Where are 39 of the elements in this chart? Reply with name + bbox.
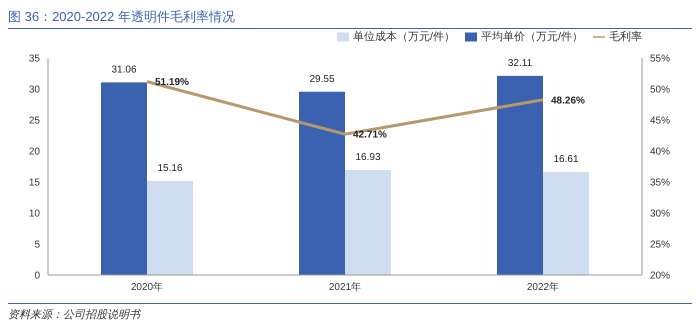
y-tick-label: 20 (28, 146, 40, 158)
bar (147, 181, 193, 275)
y2-tick-label: 50% (650, 84, 670, 96)
bar (101, 82, 147, 275)
data-label: 42.71% (353, 130, 388, 141)
y2-tick-label: 35% (650, 178, 670, 189)
y-tick-label: 35 (28, 54, 40, 65)
data-label: 31.06 (111, 64, 137, 76)
legend-label: 平均单价（万元/件） (480, 31, 583, 43)
y-tick-label: 15 (28, 178, 40, 189)
y-tick-label: 25 (28, 116, 40, 127)
bar (345, 170, 391, 275)
data-label: 16.61 (553, 154, 579, 166)
y-tick-label: 30 (28, 84, 40, 96)
bar (543, 172, 589, 275)
x-tick-label: 2021年 (328, 281, 362, 294)
y2-tick-label: 55% (650, 54, 670, 65)
y2-tick-label: 30% (650, 208, 670, 220)
y-tick-label: 5 (34, 240, 40, 251)
y2-tick-label: 45% (650, 116, 670, 127)
legend-label: 毛利率 (609, 31, 642, 43)
text: 资料来源：公司招股说明书 (8, 303, 692, 322)
x-tick-label: 2020年 (130, 281, 164, 294)
y-tick-label: 10 (28, 208, 40, 220)
x-tick-label: 2022年 (526, 281, 560, 294)
data-label: 48.26% (551, 95, 586, 106)
y2-tick-label: 40% (650, 146, 670, 158)
legend-label: 单位成本（万元/件） (352, 31, 455, 43)
bar (299, 92, 345, 275)
data-label: 16.93 (355, 152, 381, 164)
data-label: 29.55 (309, 74, 335, 85)
chart-title: 图 36：2020-2022 年透明件毛利率情况 (8, 8, 692, 29)
data-label: 51.19% (155, 77, 190, 88)
data-label: 32.11 (508, 58, 533, 69)
y-tick-label: 0 (34, 270, 40, 282)
y2-tick-label: 25% (650, 240, 670, 251)
data-label: 15.16 (157, 163, 183, 174)
y2-tick-label: 20% (650, 270, 670, 282)
bar (497, 76, 543, 275)
